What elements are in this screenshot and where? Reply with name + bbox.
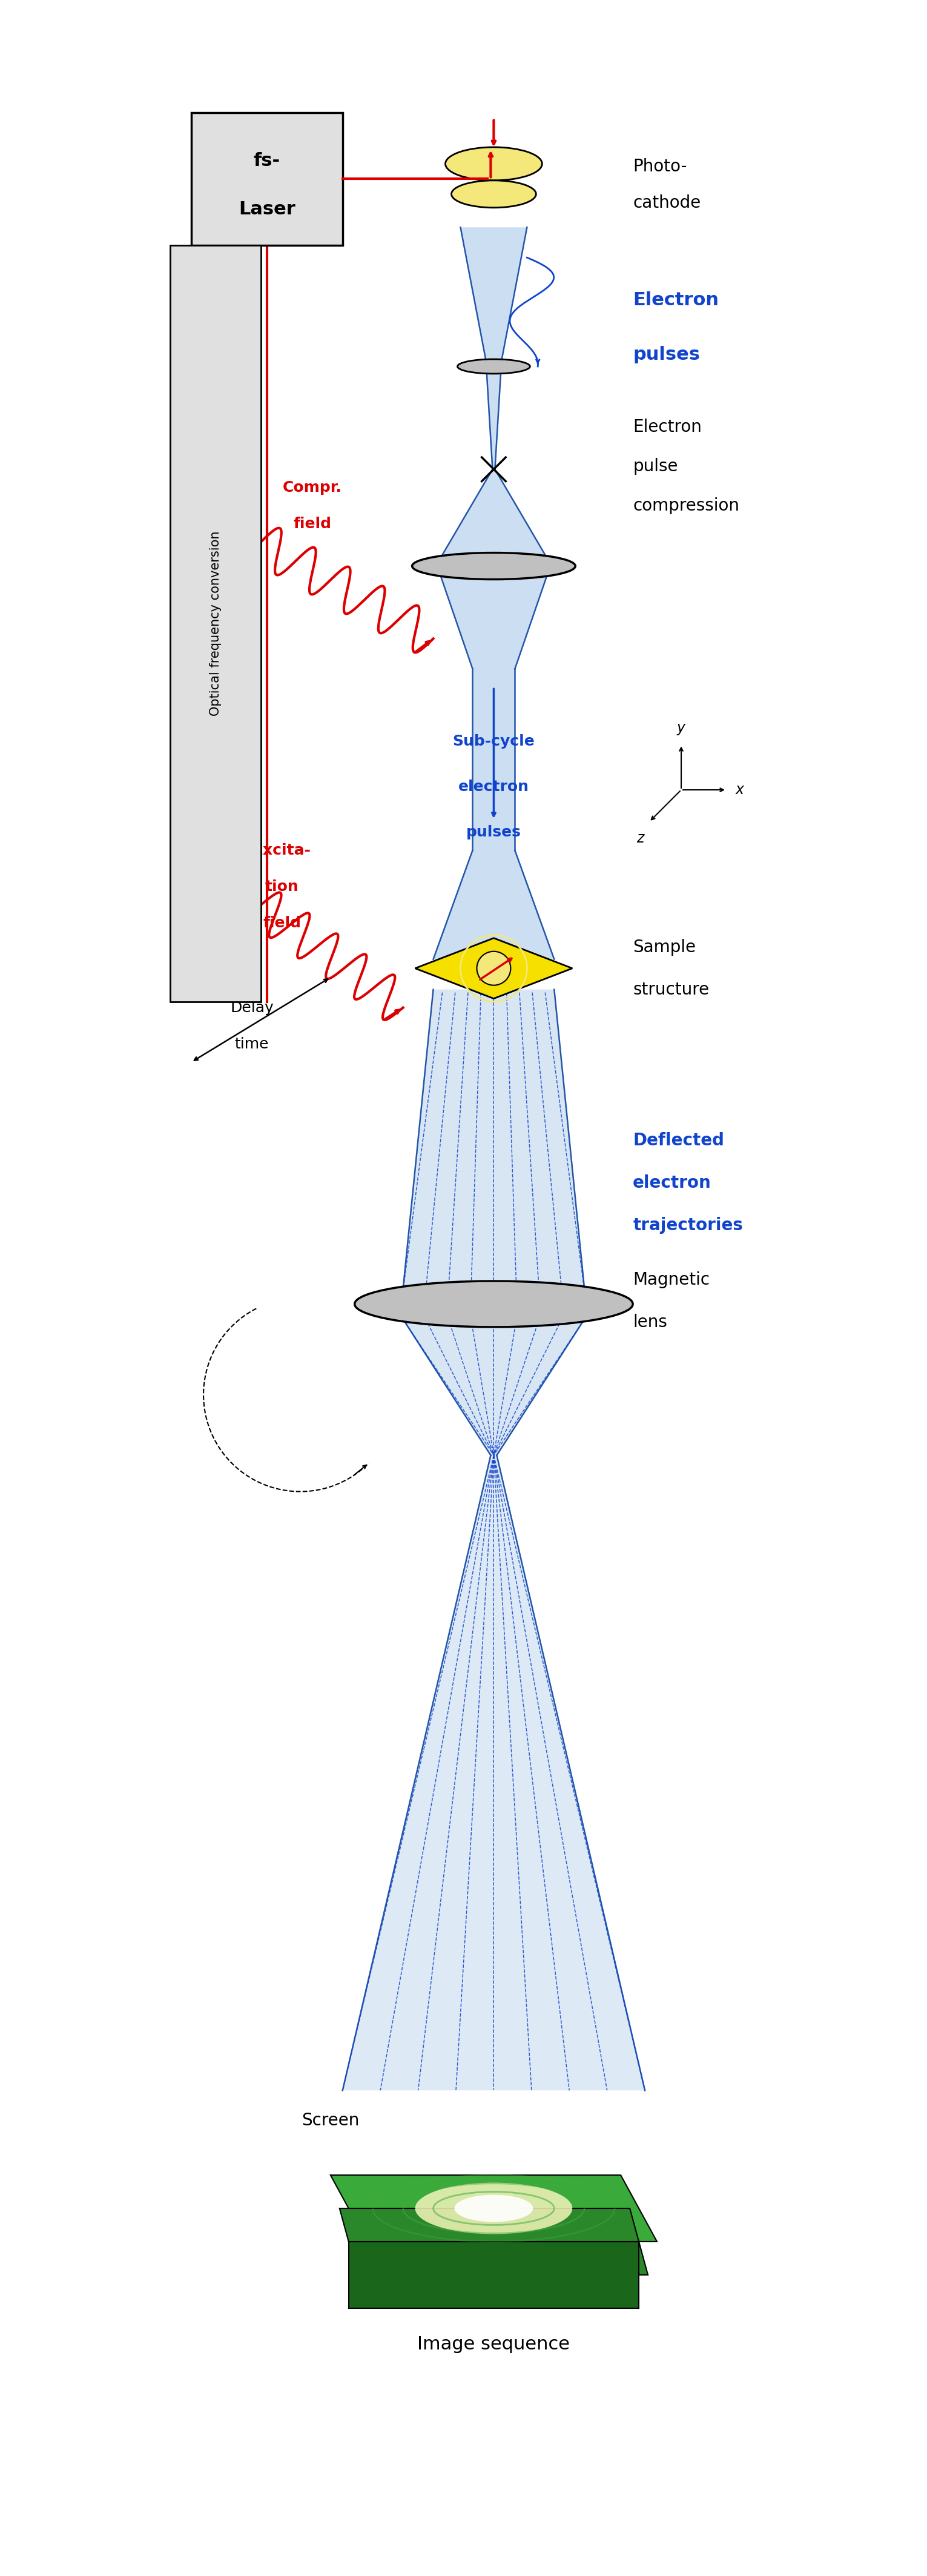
Text: structure: structure bbox=[633, 981, 709, 997]
Ellipse shape bbox=[413, 554, 576, 580]
Text: Magnetic: Magnetic bbox=[633, 1273, 710, 1288]
Polygon shape bbox=[403, 1319, 584, 1455]
Text: x: x bbox=[736, 783, 744, 796]
Text: pulse: pulse bbox=[633, 459, 678, 474]
Ellipse shape bbox=[457, 358, 530, 374]
Text: electron: electron bbox=[458, 781, 529, 793]
Ellipse shape bbox=[451, 180, 536, 209]
Polygon shape bbox=[439, 469, 548, 559]
Text: Excita-: Excita- bbox=[253, 842, 311, 858]
Text: tion: tion bbox=[265, 878, 299, 894]
Text: Photo-: Photo- bbox=[633, 157, 687, 175]
Polygon shape bbox=[403, 989, 584, 1288]
Polygon shape bbox=[343, 1455, 645, 2089]
Text: cathode: cathode bbox=[633, 196, 701, 211]
Ellipse shape bbox=[445, 147, 542, 180]
Text: compression: compression bbox=[633, 497, 740, 515]
Text: fs-: fs- bbox=[254, 152, 280, 170]
Ellipse shape bbox=[454, 2195, 533, 2223]
Ellipse shape bbox=[355, 1280, 633, 1327]
Circle shape bbox=[476, 951, 511, 984]
Polygon shape bbox=[461, 227, 527, 363]
Polygon shape bbox=[339, 2208, 648, 2275]
Text: Optical frequency conversion: Optical frequency conversion bbox=[210, 531, 222, 716]
FancyBboxPatch shape bbox=[171, 245, 260, 1002]
Text: Image sequence: Image sequence bbox=[417, 2336, 570, 2354]
Text: pulses: pulses bbox=[633, 345, 700, 363]
FancyBboxPatch shape bbox=[191, 113, 343, 245]
Text: pulses: pulses bbox=[466, 824, 521, 840]
Polygon shape bbox=[439, 572, 548, 670]
Ellipse shape bbox=[415, 2182, 572, 2233]
Text: z: z bbox=[636, 832, 644, 845]
Text: Electron: Electron bbox=[633, 417, 702, 435]
Text: Compr.: Compr. bbox=[283, 479, 342, 495]
Text: Deflected: Deflected bbox=[633, 1133, 724, 1149]
Text: Delay: Delay bbox=[230, 999, 273, 1015]
Polygon shape bbox=[330, 2174, 657, 2241]
Polygon shape bbox=[473, 670, 514, 850]
Text: time: time bbox=[235, 1036, 269, 1051]
Text: Screen: Screen bbox=[301, 2112, 360, 2130]
Text: lens: lens bbox=[633, 1314, 667, 1332]
Text: trajectories: trajectories bbox=[633, 1216, 743, 1234]
Text: electron: electron bbox=[633, 1175, 711, 1193]
Text: y: y bbox=[677, 721, 685, 734]
Text: Sample: Sample bbox=[633, 938, 696, 956]
Polygon shape bbox=[487, 368, 501, 469]
Polygon shape bbox=[349, 2241, 639, 2308]
Text: field: field bbox=[263, 914, 301, 930]
Text: Laser: Laser bbox=[238, 201, 296, 219]
Polygon shape bbox=[433, 850, 554, 958]
Polygon shape bbox=[415, 938, 572, 999]
Text: Sub-cycle: Sub-cycle bbox=[452, 734, 535, 750]
Text: field: field bbox=[293, 515, 331, 531]
Text: Electron: Electron bbox=[633, 291, 718, 309]
